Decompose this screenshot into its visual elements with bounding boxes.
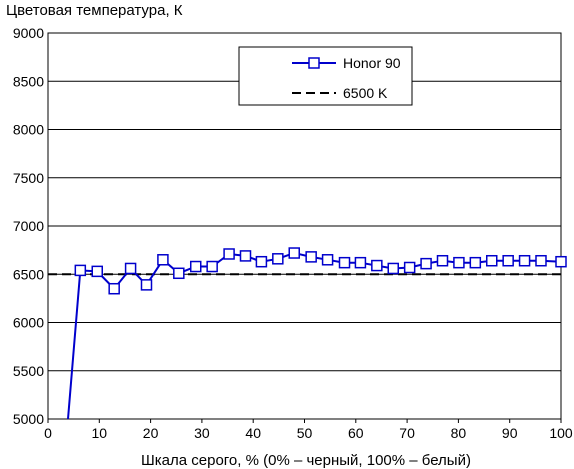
point-honor-90-5	[140, 279, 153, 291]
y-axis-ticks: 5000 5500 6000 6500 7000 7500 8000 8500 9000	[13, 25, 44, 427]
point-honor-90-27	[502, 254, 514, 267]
x-tick-label-100: 100	[549, 425, 573, 441]
x-tick-label-30: 30	[194, 425, 210, 441]
series-honor-90	[67, 247, 567, 420]
point-honor-90-16	[321, 254, 334, 266]
point-honor-90-10	[223, 248, 235, 260]
y-tick-label-8000: 8000	[13, 122, 44, 138]
y-tick-label-7000: 7000	[13, 218, 44, 234]
point-honor-90-23	[436, 254, 449, 267]
point-honor-90-24	[453, 256, 465, 269]
point-honor-90-15	[305, 251, 317, 263]
y-tick-label-7500: 7500	[13, 170, 44, 186]
point-honor-90-19	[371, 259, 383, 272]
x-tick-label-60: 60	[348, 425, 364, 441]
point-honor-90-21	[403, 261, 416, 274]
point-honor-90-28	[518, 254, 531, 267]
y-axis-title: Цветовая температура, К	[6, 2, 183, 19]
point-honor-90-4	[124, 262, 137, 275]
point-honor-90-20	[387, 262, 399, 275]
point-honor-90-18	[354, 256, 367, 269]
x-tick-label-0: 0	[44, 425, 52, 441]
y-tick-label-9000: 9000	[13, 25, 44, 41]
legend-box	[238, 46, 413, 106]
point-honor-90-29	[535, 254, 547, 267]
legend-label-honor-90: Honor 90	[343, 55, 401, 71]
point-honor-90-14	[288, 247, 300, 259]
y-tick-label-5000: 5000	[13, 411, 44, 427]
point-honor-90-17	[338, 256, 351, 269]
x-tick-label-80: 80	[451, 425, 467, 441]
x-tick-label-50: 50	[297, 425, 313, 441]
point-honor-90-22	[420, 257, 432, 270]
x-tick-label-70: 70	[399, 425, 415, 441]
point-honor-90-6	[157, 254, 169, 266]
point-honor-90-7	[173, 267, 185, 280]
point-honor-90-9	[206, 260, 218, 273]
point-honor-90-11	[239, 250, 252, 262]
x-tick-label-10: 10	[92, 425, 108, 441]
y-tick-label-6000: 6000	[13, 315, 44, 331]
y-tick-label-6500: 6500	[13, 266, 44, 282]
x-axis-title: Шкала серого, % (0% – черный, 100% – бел…	[141, 452, 471, 469]
legend: Honor 90 6500 K	[238, 46, 413, 106]
x-tick-label-40: 40	[245, 425, 261, 441]
point-honor-90-30	[555, 255, 567, 268]
point-honor-90-25	[469, 256, 482, 269]
point-honor-90-3	[108, 282, 120, 295]
point-honor-90-12	[255, 255, 268, 268]
x-axis-ticks: 0 10 20 30 40 50 60 70 80 90 100	[44, 419, 573, 441]
legend-label-6500k: 6500 K	[343, 85, 388, 101]
point-honor-90-26	[485, 254, 498, 267]
y-tick-label-5500: 5500	[13, 363, 44, 379]
line-honor-90	[67, 251, 562, 420]
point-honor-90-1	[74, 264, 87, 277]
point-honor-90-13	[272, 253, 284, 265]
point-honor-90-2	[91, 265, 103, 278]
x-tick-label-20: 20	[143, 425, 159, 441]
legend-marker-honor-90	[308, 57, 320, 69]
point-honor-90-8	[189, 260, 202, 273]
x-tick-label-90: 90	[502, 425, 518, 441]
y-tick-label-8500: 8500	[13, 73, 44, 89]
